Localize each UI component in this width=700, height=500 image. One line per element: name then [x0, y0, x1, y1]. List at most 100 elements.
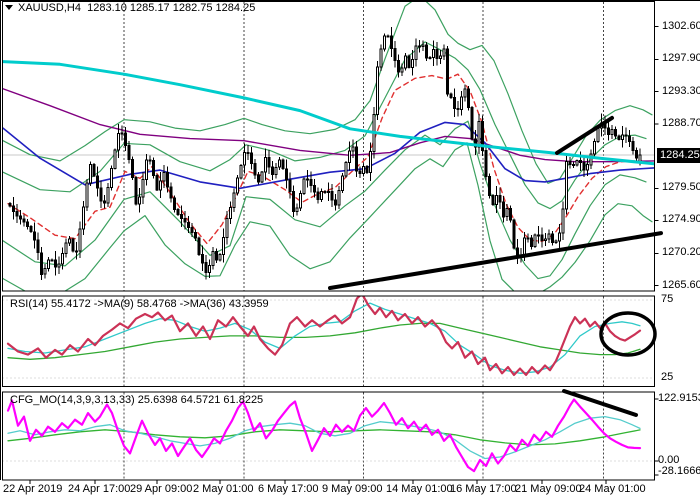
candle-body: [466, 88, 471, 109]
candle-body: [8, 202, 12, 207]
candle-body: [288, 179, 292, 192]
candle-body: [239, 164, 243, 179]
symbol-timeframe-label: XAUUSD,H4: [18, 2, 81, 14]
candle-body: [109, 167, 114, 189]
ohlc-values-label: 1283.10 1285.17 1282.75 1284.25: [87, 2, 256, 14]
candle-body: [501, 201, 506, 218]
candle-body: [571, 163, 576, 166]
candle-body: [452, 97, 457, 109]
time-axis-label: 22 Apr 2019: [3, 483, 63, 495]
time-axis-label: 9 May 09:00: [322, 483, 383, 495]
candle-body: [417, 45, 422, 48]
candle-body: [410, 58, 415, 68]
rsi-ellipse-annotation[interactable]: [599, 311, 657, 357]
candle-body: [312, 184, 317, 193]
candle-body: [550, 233, 555, 244]
purple-ma: [3, 88, 654, 163]
candle-body: [50, 259, 54, 262]
candle-body: [337, 189, 341, 206]
candle-body: [130, 158, 135, 178]
candle-body: [165, 172, 170, 188]
candle-body: [32, 231, 37, 241]
candle-body: [225, 218, 229, 239]
candle-body: [617, 135, 621, 140]
candle-body: [11, 205, 16, 212]
candle-body: [81, 206, 86, 230]
candle-body: [585, 164, 590, 171]
price-tick-label: 1288.70: [662, 116, 700, 129]
candle-body: [249, 152, 254, 165]
time-axis-label: 14 May 01:00: [386, 483, 453, 495]
candle-body: [95, 175, 100, 189]
candle-body: [323, 191, 327, 193]
candle-body: [396, 60, 401, 73]
candle-body: [491, 195, 495, 205]
cyan-ma: [3, 60, 654, 166]
candle-body: [442, 48, 446, 57]
candle-body: [116, 132, 121, 151]
candle-body: [358, 170, 362, 175]
price-tick-label: 1274.90: [662, 213, 700, 226]
candle-body: [74, 250, 79, 253]
candle-body: [407, 55, 411, 68]
candle-body: [305, 178, 310, 181]
panel-border: [2, 391, 655, 481]
candle-body: [183, 217, 187, 223]
candle-body: [568, 160, 572, 165]
candle-body: [592, 140, 597, 155]
candle-body: [151, 159, 156, 176]
candle-body: [582, 161, 586, 171]
candle-body: [330, 191, 334, 201]
candle-body: [470, 107, 474, 140]
annotations-layer: [328, 115, 663, 417]
candle-body: [88, 164, 93, 184]
candle-body: [561, 208, 565, 234]
candle-body: [172, 197, 177, 210]
rsi-main-line: [6, 296, 642, 376]
candle-body: [106, 187, 110, 204]
candle-body: [522, 237, 527, 256]
candle-body: [99, 187, 103, 202]
candle-body: [316, 191, 320, 200]
candle-body: [340, 175, 345, 191]
cfg-indicator-label: CFG_MO(14,3,9,3,13,33) 25.6398 64.5721 6…: [10, 394, 264, 406]
candle-body: [197, 237, 201, 256]
candle-body: [158, 180, 163, 191]
candle-body: [431, 49, 436, 59]
candle-body: [435, 49, 439, 60]
candle-body: [228, 207, 233, 220]
candle-body: [274, 166, 278, 175]
candle-body: [46, 259, 51, 270]
candle-body: [414, 45, 418, 60]
rsi-level-label: 75: [661, 293, 674, 305]
candle-body: [445, 48, 450, 95]
candle-body: [540, 234, 544, 241]
candle-body: [613, 129, 618, 137]
time-axis-label: 24 May 01:00: [579, 483, 646, 495]
candle-body: [218, 253, 222, 261]
candle-body: [169, 186, 173, 199]
candle-body: [155, 175, 159, 191]
time-axis-label: 24 Apr 17:00: [68, 483, 131, 495]
candle-body: [386, 35, 390, 38]
support-trendline[interactable]: [328, 231, 663, 290]
candle-body: [547, 233, 551, 240]
candle-body: [508, 207, 513, 221]
time-axis-label: 29 Apr 09:00: [130, 483, 193, 495]
candle-body: [438, 55, 443, 60]
cfg-main-line: [6, 398, 642, 473]
candle-body: [319, 191, 324, 200]
cfg-downtrend-line[interactable]: [562, 389, 638, 417]
candle-body: [505, 207, 509, 218]
candle-body: [207, 264, 212, 273]
candle-body: [270, 166, 275, 175]
short-resistance-trendline[interactable]: [555, 115, 614, 155]
candle-body: [176, 209, 180, 215]
chevron-down-icon[interactable]: [5, 5, 13, 10]
candle-body: [78, 228, 82, 252]
red-dashed-ma: [7, 73, 644, 245]
candle-body: [575, 160, 579, 166]
cfg-level-label: 122.9153: [658, 392, 700, 405]
candle-body: [627, 135, 632, 142]
